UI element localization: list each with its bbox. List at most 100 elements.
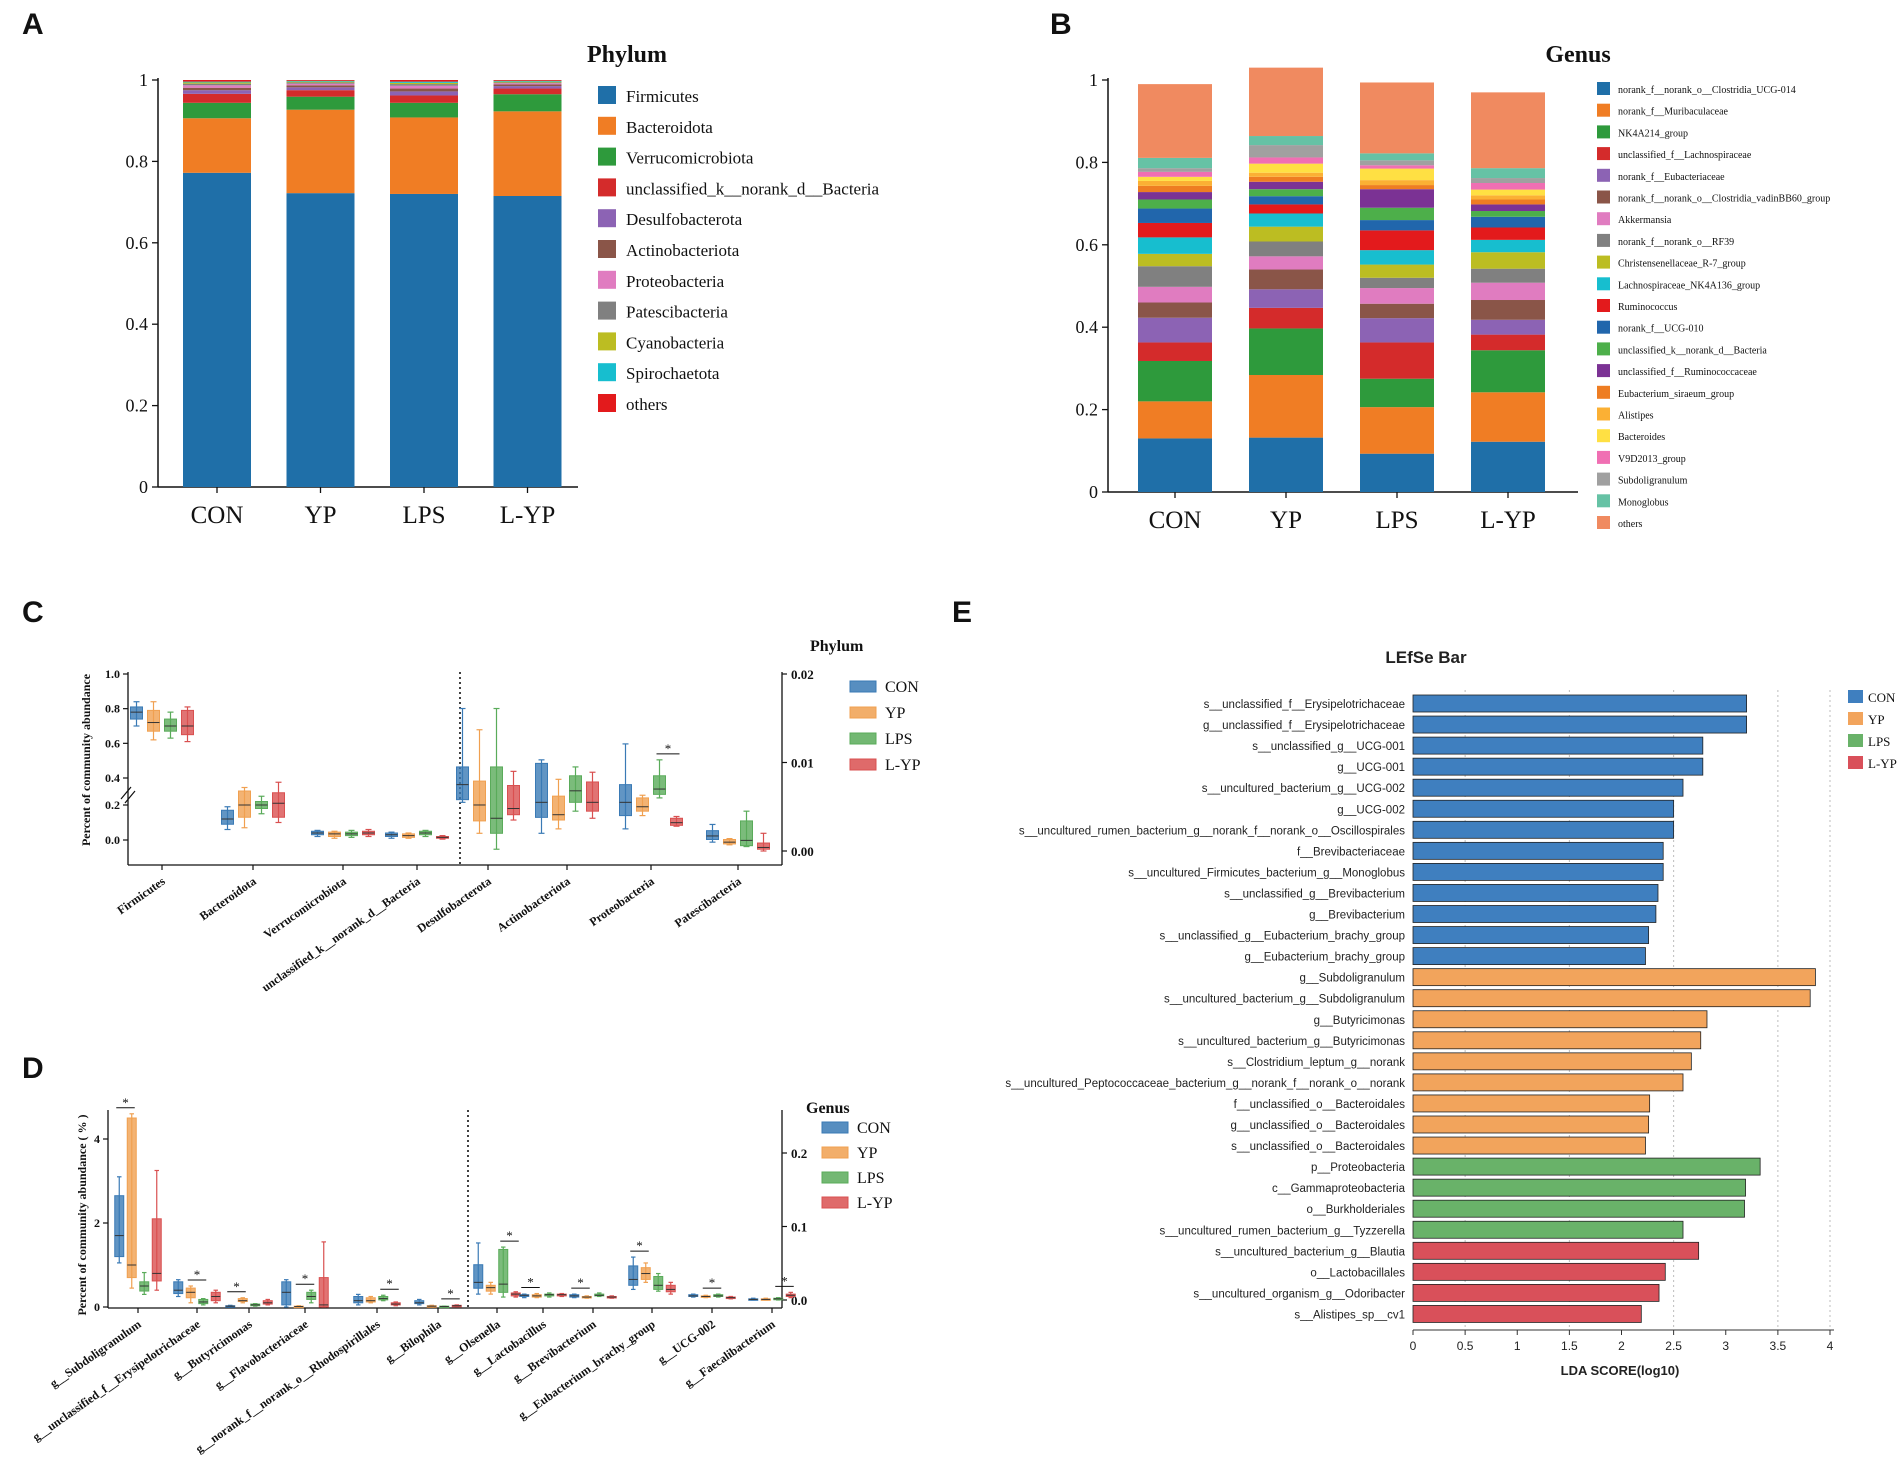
legend-label-alistipes: Alistipes [1618,411,1654,422]
bar-segment-yp-subdoligranulum [1249,145,1323,158]
bar-segment-con-unclassified-k-norank-d-bacteria [183,93,251,103]
legend-swatch-norank-f-eubacteriaceae [1597,168,1610,182]
bar-segment-con-unclassified-f-ruminococcaceae [1138,192,1212,200]
bar-segment-l-yp-cyanobacteria [493,81,562,83]
legend-swatch-norank-f-ucg-010 [1597,320,1610,334]
x-tick-label: 2 [1618,1339,1625,1353]
lda-label-g-subdoligranulum: g__Subdoligranulum [1300,973,1406,985]
bar-segment-yp-christensenellaceae-r-7-group [1249,226,1323,242]
bar-segment-con-others [183,80,251,82]
legend-label-ruminococcus: Ruminococcus [1618,302,1678,313]
lda-bar-s-uncultured-bacterium-g-blautia [1412,1241,1700,1260]
bar-segment-yp-norank-f-eubacteriaceae [1249,289,1323,308]
bar-segment-lps-lachnospiraceae-nk4a136-group [1360,250,1434,265]
x-tick-label-bacteroidota: Bacteroidota [197,874,259,923]
lda-bar-s-unclassified-o-bacteroidales [1412,1136,1646,1155]
legend-swatch-bacteroides [1597,429,1610,443]
box-proteobacteria-con [619,784,632,817]
legend-label-norank-f-eubacteriaceae: norank_f__Eubacteriaceae [1618,172,1725,183]
legend-swatch-cyanobacteria [598,332,616,351]
legend-swatch-unclassified-k-norank-d-bacteria [1597,342,1610,356]
bar-segment-yp-bacteroidota [286,109,355,194]
panel-label-b: B [1050,8,1072,41]
chart-title: Genus [806,1100,850,1117]
panel-b: Genus 0 0.2 0.4 0.6 0.8 1 CON YP LPS L-YP norank_f_… [1076,42,1831,534]
legend-label-verrucomicrobiota: Verrucomicrobiota [626,149,754,168]
left-tick-label: 0.8 [105,702,120,716]
x-tick-label-patescibacteria: Patescibacteria [672,874,744,930]
left-tick-label: 4 [94,1132,100,1146]
bar-segment-con-ruminococcus [1138,222,1212,238]
bar-segment-lps-alistipes [1360,180,1434,186]
bar-segment-yp-patescibacteria [286,82,355,84]
legend-swatch-monoglobus [1597,494,1610,508]
bar-segment-yp-unclassified-f-ruminococcaceae [1249,181,1323,190]
bar-segment-con-cyanobacteria [183,82,251,84]
y-tick-label: 0.4 [126,314,149,334]
legend-swatch-norank-f-norank-o-rf39 [1597,233,1610,247]
lda-bar-s-uncultured-firmicutes-bacterium-g-monoglobus [1412,863,1664,881]
x-tick-label-yp: YP [305,502,337,529]
bar-segment-yp-others [286,80,355,81]
legend-swatch-eubacterium-siraeum-group [1597,385,1610,399]
legend-label-actinobacteriota: Actinobacteriota [626,241,740,260]
panel-d: Genus CON YP LPS L-YP Percent of community ab… [30,1095,893,1456]
lda-label-o-burkholderiales: o__Burkholderiales [1307,1204,1406,1216]
lda-label-s-uncultured-rumen-bacterium-g-norank-f-norank-o-oscillospirales: s__uncultured_rumen_bacterium_g__norank_… [1019,825,1405,837]
left-tick-label: 0.6 [105,736,120,750]
bar-segment-lps-bacteroidota [390,117,458,194]
bar-segment-l-yp-others [493,80,562,81]
lda-label-g-unclassified-o-bacteroidales: g__unclassified_o__Bacteroidales [1230,1120,1405,1132]
x-tick-label: 3.5 [1770,1339,1787,1353]
legend-label-bacteroides: Bacteroides [1618,432,1665,443]
legend-label-patescibacteria: Patescibacteria [626,303,728,322]
bar-segment-con-eubacterium-siraeum-group [1138,185,1212,193]
lda-bar-f-unclassified-o-bacteroidales [1412,1094,1651,1113]
bar-segment-lps-firmicutes [390,193,458,487]
left-tick-label: 2 [94,1216,100,1230]
legend-label-l-yp: L-YP [857,1195,893,1212]
bar-segment-lps-patescibacteria [390,84,458,86]
x-tick-label: 2.5 [1665,1339,1682,1353]
bar-segment-con-akkermansia [1138,286,1212,303]
left-tick-label: 0.2 [105,798,120,812]
legend-swatch-con [849,680,877,693]
box-g-norank-f-norank-o-rhodospirillales-con [353,1296,364,1304]
y-tick-label: 0.8 [126,151,149,171]
legend-label-christensenellaceae-r-7-group: Christensenellaceae_R-7_group [1618,259,1746,270]
significance-star: * [665,741,672,756]
bar-segment-l-yp-ruminococcus [1471,227,1545,240]
legend-swatch-con [821,1121,849,1134]
bar-segment-lps-proteobacteria [390,85,458,89]
box-firmicutes-lps [164,718,177,732]
box-desulfobacterota-con [456,766,469,801]
bar-segment-lps-others [390,80,458,82]
bar-segment-lps-unclassified-f-lachnospiraceae [1360,342,1434,379]
right-tick-label: 0.01 [791,756,814,771]
lda-bar-s-clostridium-leptum-g-norank [1412,1052,1692,1071]
bar-segment-lps-norank-f-muribaculaceae [1360,407,1434,454]
bar-segment-con-bacteroides [1138,176,1212,181]
lda-bar-g-brevibacterium [1412,905,1657,923]
lda-label-s-alistipes-sp-cv1: s__Alistipes_sp__cv1 [1294,1309,1405,1321]
box-proteobacteria-lps [653,775,666,795]
bar-segment-lps-cyanobacteria [390,82,458,85]
lda-bar-o-burkholderiales [1412,1199,1745,1218]
bar-segment-l-yp-norank-f-ucg-010 [1471,216,1545,228]
lda-bar-g-butyricimonas [1412,1010,1708,1029]
box-g-unclassified-f-erysipelotrichaceae-con [173,1281,184,1295]
lda-label-s-uncultured-bacterium-g-ucg-002: s__uncultured_bacterium_g__UCG-002 [1202,783,1405,795]
bar-segment-l-yp-desulfobacterota [493,86,562,89]
bar-segment-con-norank-f-norank-o-clostridia-ucg-014 [1138,438,1212,492]
bar-segment-con-nk4a214-group [1138,360,1212,402]
y-tick-label: 0.2 [126,396,149,416]
significance-star: * [506,1228,513,1243]
box-firmicutes-con [130,706,143,720]
lda-label-g-unclassified-f-erysipelotrichaceae: g__unclassified_f__Erysipelotrichaceae [1203,720,1405,732]
box-g-unclassified-f-erysipelotrichaceae-yp [185,1287,196,1299]
bar-segment-yp-akkermansia [1249,256,1323,270]
bar-segment-lps-norank-f-eubacteriaceae [1360,318,1434,343]
bar-segment-yp-spirochaetota [286,80,355,82]
bar-segment-con-norank-f-eubacteriaceae [1138,317,1212,343]
lda-label-s-unclassified-g-ucg-001: s__unclassified_g__UCG-001 [1252,741,1405,753]
